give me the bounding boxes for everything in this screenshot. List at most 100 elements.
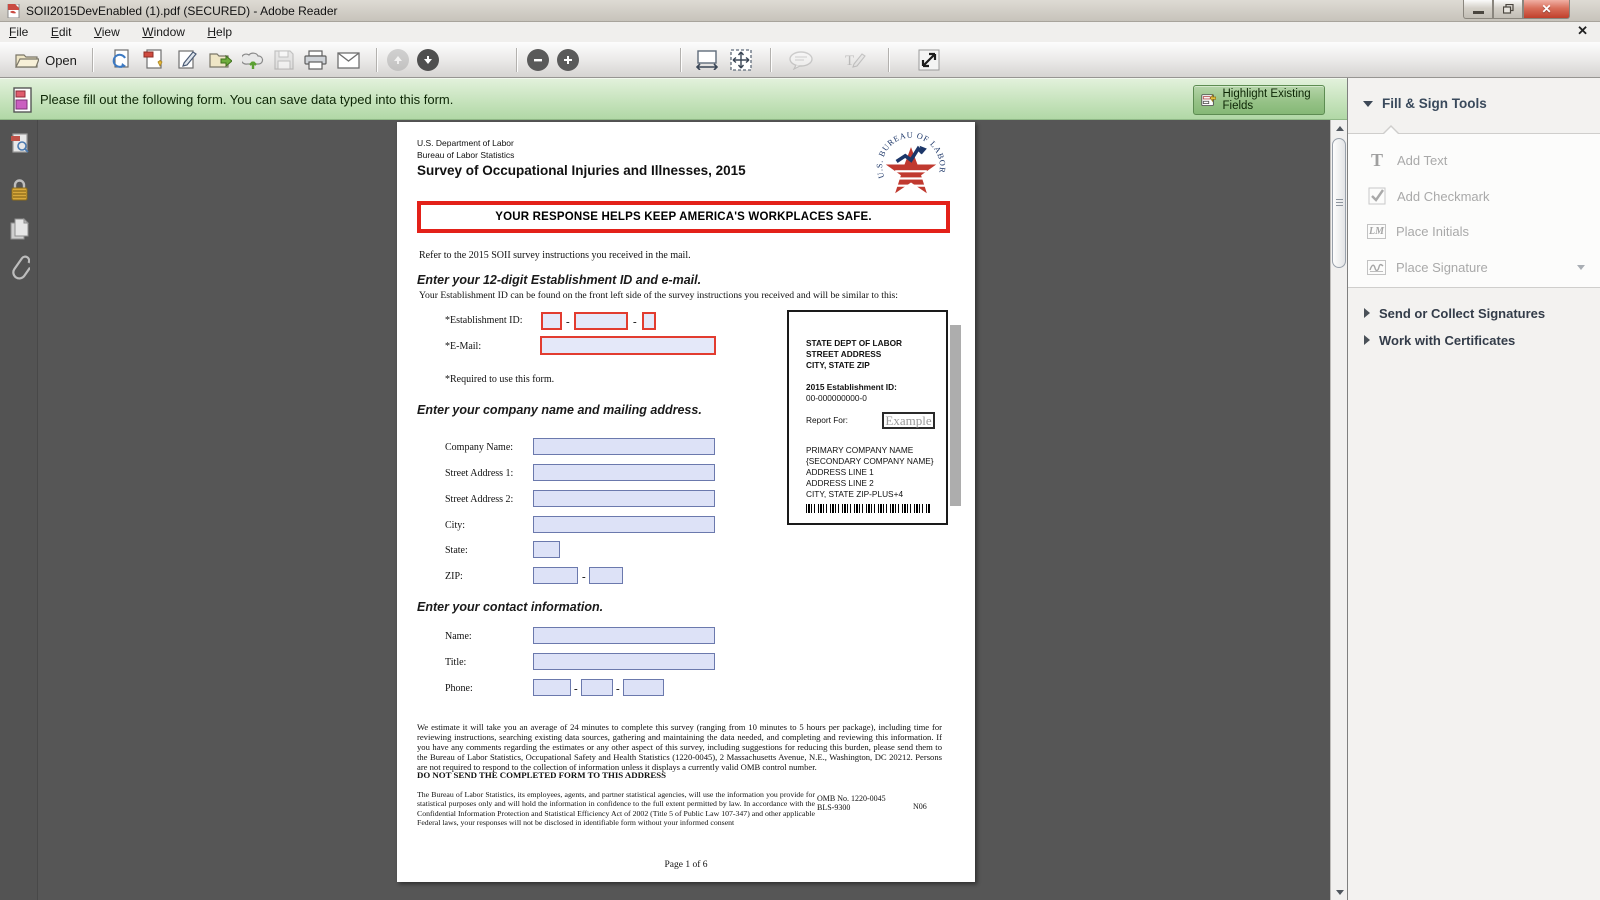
document-area: U.S. Department of Labor Bureau of Labor…	[39, 120, 1330, 900]
phone-area-input[interactable]	[533, 679, 571, 696]
share-folder-button[interactable]	[205, 46, 235, 74]
agency-line-2: Bureau of Labor Statistics	[417, 150, 515, 160]
cloud-upload-button[interactable]	[238, 46, 268, 74]
toolbar-separator	[680, 48, 681, 72]
menu-help[interactable]: Help	[207, 25, 233, 39]
section1-heading: Enter your 12-digit Establishment ID and…	[417, 273, 702, 287]
text-annotation-button[interactable]: T	[840, 46, 870, 74]
contact-name-input[interactable]	[533, 627, 715, 644]
company-name-label: Company Name:	[445, 442, 514, 453]
phone-line-input[interactable]	[623, 679, 664, 696]
add-text-tool[interactable]: T Add Text	[1348, 142, 1600, 178]
pages-icon[interactable]	[8, 218, 31, 242]
company-name-input[interactable]	[533, 438, 715, 455]
print-button[interactable]	[300, 46, 330, 74]
section2-heading: Enter your company name and mailing addr…	[417, 403, 702, 417]
contact-title-label: Title:	[445, 657, 467, 668]
dash-separator: -	[633, 316, 637, 328]
scrollbar-thumb[interactable]	[1332, 138, 1346, 268]
example-company-line: CITY, STATE ZIP-PLUS+4	[806, 489, 904, 499]
close-icon: ✕	[1541, 2, 1552, 16]
work-with-certificates-section[interactable]: Work with Certificates	[1348, 327, 1600, 353]
add-checkmark-tool[interactable]: Add Checkmark	[1348, 178, 1600, 214]
send-collect-signatures-section[interactable]: Send or Collect Signatures	[1348, 300, 1600, 326]
example-address-line: CITY, STATE ZIP	[806, 360, 870, 370]
menu-edit[interactable]: Edit	[50, 25, 72, 39]
example-id-label: 2015 Establishment ID:	[806, 382, 897, 392]
fill-sign-forms-button[interactable]	[139, 46, 169, 74]
form-tag-icon	[143, 49, 163, 69]
establishment-id-part2-input[interactable]	[574, 312, 628, 330]
zip5-input[interactable]	[533, 567, 578, 584]
add-text-icon: T	[1370, 149, 1383, 170]
arrow-down-icon	[417, 49, 439, 71]
state-input[interactable]	[533, 541, 560, 558]
close-document-icon[interactable]: ✕	[1577, 23, 1588, 38]
zip4-input[interactable]	[589, 567, 623, 584]
arrow-up-icon	[387, 49, 409, 71]
pdf-app-icon	[7, 4, 20, 18]
email-button[interactable]	[333, 46, 363, 74]
menu-file[interactable]: File	[9, 25, 29, 39]
zoom-in-button[interactable]	[554, 46, 582, 74]
fullscreen-arrows-icon	[918, 49, 940, 71]
scroll-down-button[interactable]	[1331, 884, 1348, 900]
example-box-shadow	[950, 325, 961, 506]
checkmark-icon	[1367, 186, 1387, 206]
contact-title-input[interactable]	[533, 653, 715, 670]
example-company-line: ADDRESS LINE 1	[806, 467, 874, 477]
place-initials-tool[interactable]: LM Place Initials	[1348, 213, 1600, 249]
page-thumbnails-icon[interactable]	[8, 132, 31, 156]
fit-page-button[interactable]	[726, 46, 756, 74]
highlight-fields-button[interactable]: Highlight Existing Fields	[1193, 85, 1325, 115]
send-file-button[interactable]	[106, 46, 136, 74]
close-button[interactable]: ✕	[1523, 0, 1570, 19]
city-input[interactable]	[533, 516, 715, 533]
restore-icon	[1502, 4, 1514, 14]
document-scrollbar[interactable]	[1330, 120, 1348, 900]
scroll-up-icon	[1335, 125, 1344, 131]
phone-prefix-input[interactable]	[581, 679, 613, 696]
plus-icon	[557, 49, 579, 71]
menu-window[interactable]: Window	[142, 25, 185, 39]
title-bar: SOII2015DevEnabled (1).pdf (SECURED) - A…	[0, 0, 1600, 22]
navigation-sidebar	[0, 120, 38, 900]
text-edit-icon: T	[845, 53, 866, 69]
place-signature-label: Place Signature	[1396, 259, 1488, 275]
sign-document-button[interactable]	[172, 46, 202, 74]
establishment-id-part3-input[interactable]	[642, 312, 656, 330]
previous-page-button[interactable]	[384, 46, 412, 74]
fullscreen-button[interactable]	[914, 46, 944, 74]
email-input[interactable]	[540, 336, 716, 355]
svg-text:T: T	[845, 53, 854, 69]
agency-line-1: U.S. Department of Labor	[417, 138, 514, 148]
panel-header[interactable]: Fill & Sign Tools	[1363, 96, 1487, 111]
street2-input[interactable]	[533, 490, 715, 507]
open-label: Open	[45, 52, 77, 68]
do-not-send-line: DO NOT SEND THE COMPLETED FORM TO THIS A…	[417, 770, 666, 780]
open-button[interactable]: Open	[8, 46, 84, 74]
zoom-out-button[interactable]	[524, 46, 552, 74]
restore-button[interactable]	[1493, 0, 1523, 19]
menu-view[interactable]: View	[93, 25, 120, 39]
open-folder-icon	[15, 54, 40, 68]
banner-text: YOUR RESPONSE HELPS KEEP AMERICA'S WORKP…	[495, 211, 872, 223]
street1-input[interactable]	[533, 464, 715, 481]
form-document-icon	[13, 87, 32, 113]
example-label-box: STATE DEPT OF LABOR STREET ADDRESS CITY,…	[787, 310, 948, 525]
minimize-button[interactable]	[1463, 0, 1493, 19]
toolbar-separator	[92, 48, 93, 72]
next-page-button[interactable]	[414, 46, 442, 74]
comment-button[interactable]	[786, 46, 816, 74]
save-button[interactable]	[270, 46, 298, 74]
section1-subtext: Your Establishment ID can be found on th…	[419, 290, 898, 301]
place-signature-tool[interactable]: Place Signature	[1348, 249, 1600, 285]
save-floppy-icon	[274, 50, 294, 70]
fit-width-button[interactable]	[692, 46, 722, 74]
scroll-up-button[interactable]	[1331, 120, 1348, 136]
establishment-id-part1-input[interactable]	[541, 312, 562, 330]
attachments-clip-icon[interactable]	[8, 255, 31, 280]
chevron-right-icon	[1364, 335, 1370, 345]
security-lock-icon[interactable]	[8, 178, 31, 202]
